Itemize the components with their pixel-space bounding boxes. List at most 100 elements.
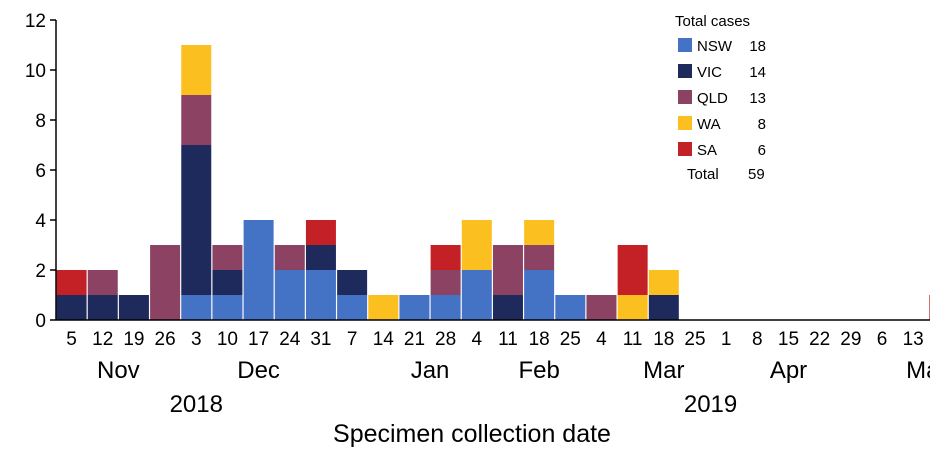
bar-segment-sa — [56, 270, 87, 295]
legend-swatch-qld — [678, 90, 692, 104]
year-label: 2018 — [170, 391, 223, 418]
bar-segment-wa — [181, 45, 212, 95]
legend-entries: NSW 18 VIC 14 QLD 13 WA 8 SA 6 — [678, 38, 766, 159]
bar-segment-nsw — [524, 270, 555, 320]
y-tick-label: 6 — [35, 161, 46, 182]
y-tick-label: 4 — [35, 211, 46, 232]
bar-segment-wa — [461, 220, 492, 270]
x-tick-label: 28 — [435, 329, 456, 350]
legend-entry-name: WA — [697, 116, 721, 133]
x-tick-label: 22 — [809, 329, 830, 350]
bar-segment-qld — [181, 95, 212, 145]
bar-segment-sa — [430, 245, 461, 270]
year-label: 2019 — [684, 391, 737, 418]
x-tick-label: 24 — [279, 329, 301, 350]
bar-segment-qld — [430, 270, 461, 295]
bar-segment-nsw — [430, 295, 461, 320]
x-tick-label: 25 — [560, 329, 581, 350]
x-tick-label: 4 — [472, 329, 483, 350]
month-label: Mar — [643, 357, 684, 384]
x-tick-label: 25 — [684, 329, 705, 350]
month-label: May — [906, 357, 930, 384]
bar-segment-qld — [212, 245, 243, 270]
legend-entry-name: VIC — [697, 64, 722, 81]
bar-segment-wa — [617, 295, 648, 320]
month-label: Apr — [770, 357, 807, 384]
x-tick-label: 4 — [596, 329, 607, 350]
bar-segment-nsw — [305, 270, 336, 320]
bar-segment-vic — [305, 245, 336, 270]
y-tick-label: 0 — [35, 311, 46, 332]
bar-segment-wa — [648, 270, 679, 295]
legend-entry-total: 8 — [758, 116, 766, 133]
bar-segment-nsw — [555, 295, 586, 320]
x-tick-label: 17 — [248, 329, 269, 350]
x-tick-label: 8 — [752, 329, 763, 350]
bar-segment-vic — [56, 295, 87, 320]
x-tick-label: 18 — [529, 329, 550, 350]
bar-segment-vic — [337, 270, 368, 295]
x-tick-label: 5 — [66, 329, 77, 350]
legend-entry-total: 18 — [749, 38, 766, 55]
month-label: Dec — [237, 357, 280, 384]
legend-entry-name: NSW — [697, 38, 733, 55]
legend-swatch-vic — [678, 64, 692, 78]
y-tick-label: 8 — [35, 111, 46, 132]
legend-swatch-nsw — [678, 38, 692, 52]
x-tick-label: 11 — [623, 329, 643, 350]
legend-entry-total: 14 — [749, 64, 766, 81]
legend-entry-total: 6 — [758, 142, 766, 159]
legend-total-value: 59 — [748, 166, 765, 183]
bar-segment-nsw — [461, 270, 492, 320]
month-label: Feb — [518, 357, 559, 384]
x-tick-label: 26 — [155, 329, 176, 350]
y-axis-ticks: 0 2 4 6 8 10 12 — [25, 11, 56, 332]
month-label: Nov — [97, 357, 140, 384]
bar-segment-qld — [87, 270, 118, 295]
bars-layer — [56, 45, 930, 320]
x-tick-label: 18 — [653, 329, 674, 350]
bar-segment-wa — [524, 220, 555, 245]
bar-segment-vic — [181, 145, 212, 295]
legend-swatch-sa — [678, 142, 692, 156]
x-tick-label: 11 — [498, 329, 518, 350]
bar-segment-nsw — [212, 295, 243, 320]
x-tick-label: 7 — [347, 329, 358, 350]
x-axis-title: Specimen collection date — [333, 420, 611, 448]
x-tick-label: 15 — [778, 329, 799, 350]
x-tick-label: 13 — [903, 329, 924, 350]
bar-segment-vic — [648, 295, 679, 320]
month-labels: Nov Dec Jan Feb Mar Apr May — [97, 357, 930, 384]
bar-segment-nsw — [243, 220, 274, 320]
legend-title: Total cases — [675, 13, 750, 30]
legend-total-label: Total — [687, 166, 719, 183]
x-tick-label: 12 — [92, 329, 113, 350]
x-tick-label: 14 — [373, 329, 395, 350]
y-tick-label: 12 — [25, 11, 46, 32]
bar-segment-nsw — [399, 295, 430, 320]
bar-segment-sa — [305, 220, 336, 245]
bar-segment-qld — [274, 245, 305, 270]
x-tick-label: 29 — [840, 329, 861, 350]
y-tick-label: 10 — [25, 61, 46, 82]
bar-segment-vic — [87, 295, 118, 320]
x-tick-label: 10 — [217, 329, 238, 350]
x-tick-label: 6 — [877, 329, 888, 350]
month-label: Jan — [411, 357, 450, 384]
bar-segment-sa — [617, 245, 648, 295]
bar-segment-qld — [492, 245, 523, 295]
x-axis-ticks: 5 12 19 26 3 10 17 24 31 7 14 21 28 4 11 18 25 4 11 18 25 1 8 1… — [66, 329, 924, 350]
legend-entry-name: QLD — [697, 90, 728, 107]
x-tick-label: 1 — [721, 329, 732, 350]
legend-entry-name: SA — [697, 142, 717, 159]
legend-entry-total: 13 — [749, 90, 766, 107]
bar-segment-vic — [492, 295, 523, 320]
bar-segment-vic — [212, 270, 243, 295]
bar-segment-qld — [524, 245, 555, 270]
x-tick-label: 21 — [404, 329, 425, 350]
bar-segment-qld — [586, 295, 617, 320]
x-tick-label: 19 — [123, 329, 144, 350]
x-tick-label: 3 — [191, 329, 202, 350]
